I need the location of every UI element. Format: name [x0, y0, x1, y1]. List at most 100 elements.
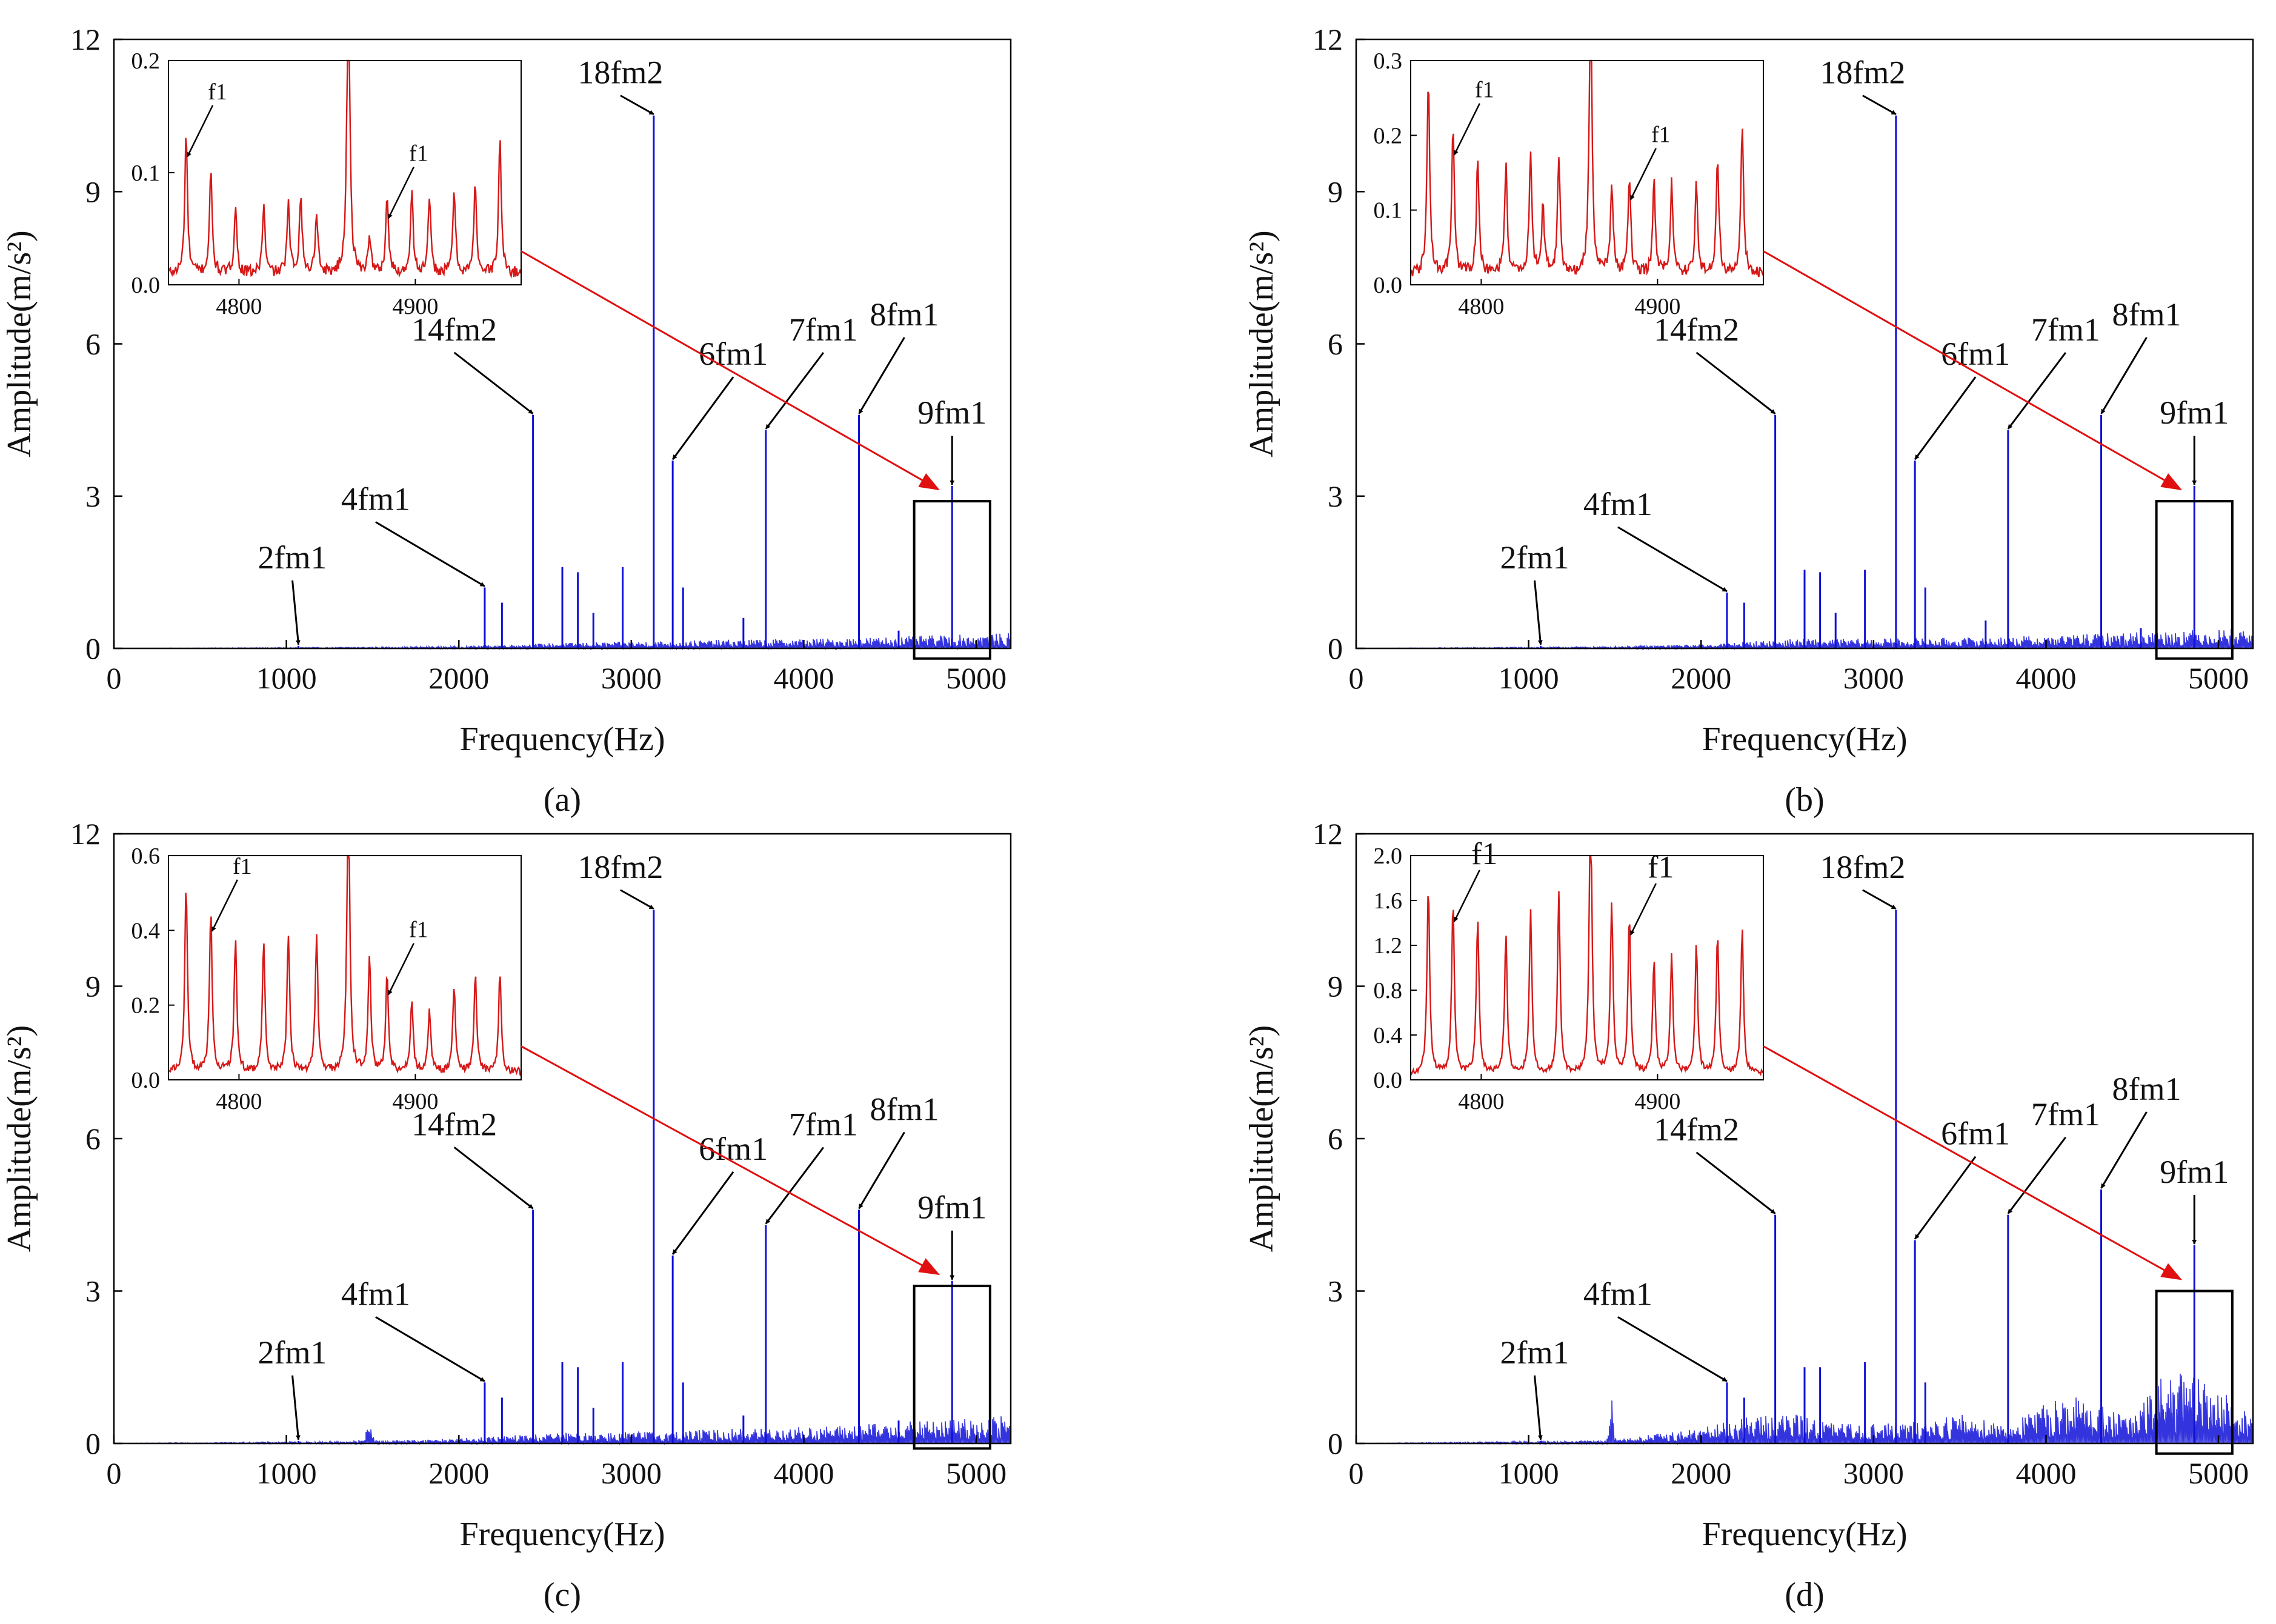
- y-tick-label: 12: [1313, 22, 1343, 56]
- y-tick-label: 0: [1328, 1426, 1343, 1460]
- zoom-box: [2155, 1290, 2234, 1455]
- x-tick-label: 5000: [946, 1456, 1007, 1490]
- x-axis-label: Frequency(Hz): [460, 720, 665, 758]
- y-tick-label: 3: [1328, 1274, 1343, 1308]
- annotation-arrow: [620, 889, 654, 910]
- inset-background: [1411, 61, 1763, 285]
- panel-b: 0 1000 2000 3000 4000 5000 0 3 6 9 12 Frequency(Hz)…: [1243, 22, 2254, 819]
- y-tick-label: 6: [1328, 1122, 1343, 1156]
- zoom-pointer-line: [521, 250, 931, 486]
- inset-x-tick-label: 4800: [1458, 294, 1504, 319]
- inset-y-tick-label: 0.0: [1374, 273, 1403, 298]
- x-tick-label: 3000: [601, 1456, 662, 1490]
- inset-y-tick-label: 2.0: [1374, 844, 1403, 869]
- inset-annotation-arrow: [387, 943, 414, 996]
- inset-x-tick-label: 4900: [392, 1089, 438, 1114]
- inset-plot: 0.0 0.1 0.2 0.3 4800 4900 f1 f1: [1374, 48, 1765, 319]
- y-tick-label: 9: [85, 970, 101, 1003]
- annotation-label-6fm1: 6fm1: [1941, 1116, 2010, 1152]
- y-tick-label: 0: [85, 631, 101, 665]
- x-axis-label: Frequency(Hz): [1702, 1516, 1908, 1553]
- inset-annotation-arrow: [1453, 870, 1480, 922]
- y-tick-label: 3: [85, 1274, 101, 1308]
- y-tick-label: 12: [70, 22, 101, 56]
- inset-frame: [168, 855, 522, 1080]
- inset-y-tick-label: 0.1: [1374, 198, 1403, 224]
- annotation-label-8fm1: 8fm1: [2112, 1071, 2181, 1107]
- inset-y-tick-label: 0.2: [131, 48, 161, 74]
- y-tick-label: 9: [1328, 175, 1343, 208]
- annotation-arrow: [765, 351, 825, 430]
- annotation-label-7fm1: 7fm1: [2031, 1096, 2100, 1133]
- annotation-label-9fm1: 9fm1: [917, 394, 987, 431]
- annotation-label-8fm1: 8fm1: [2112, 296, 2181, 333]
- inset-frame: [1410, 855, 1764, 1080]
- inset-plot: 0.0 0.1 0.2 4800 4900 f1 f1: [131, 48, 522, 319]
- inset-x-tick-label: 4900: [392, 294, 438, 319]
- annotation-arrow: [1534, 580, 1543, 645]
- y-axis-label: Amplitude(m/s²): [1243, 230, 1280, 458]
- y-tick-label: 9: [85, 175, 101, 208]
- x-tick-label: 3000: [1843, 661, 1904, 695]
- annotation-label-14fm2: 14fm2: [411, 311, 497, 348]
- x-axis-label: Frequency(Hz): [1702, 720, 1908, 758]
- zoom-box: [913, 1285, 991, 1450]
- annotation-arrow: [671, 1171, 734, 1255]
- x-tick-label: 0: [107, 661, 122, 695]
- annotation-label-9fm1: 9fm1: [2160, 1154, 2229, 1190]
- x-tick-label: 4000: [773, 661, 834, 695]
- annotation-arrow: [1914, 1156, 1977, 1240]
- annotation-arrow: [1695, 1151, 1776, 1214]
- inset-y-tick-label: 0.4: [1374, 1023, 1403, 1048]
- panel-label: (b): [1785, 781, 1824, 819]
- annotation-arrow: [858, 336, 905, 414]
- annotation-label-18fm2: 18fm2: [1820, 849, 1905, 885]
- inset-annotation-label-f1: f1: [409, 141, 428, 167]
- inset-x-tick-label: 4800: [216, 1089, 262, 1114]
- annotation-arrow: [858, 1131, 905, 1210]
- inset-annotation-label-f1: f1: [409, 917, 428, 943]
- annotation-arrow: [1617, 1316, 1728, 1382]
- spectrum-noise-floor: [1356, 1373, 2254, 1446]
- inset-annotation-arrow: [1629, 148, 1657, 201]
- annotation-label-9fm1: 9fm1: [917, 1190, 987, 1226]
- x-tick-label: 1000: [256, 661, 317, 695]
- inset-x-tick-label: 4900: [1634, 294, 1680, 319]
- panels-root: 0 1000 2000 3000 4000 5000036912Frequency(Hz)…: [1, 22, 2254, 1614]
- inset-background: [168, 61, 521, 285]
- inset-y-tick-label: 1.2: [1374, 933, 1403, 959]
- annotation-label-18fm2: 18fm2: [1820, 55, 1905, 91]
- annotation-arrow: [2007, 1136, 2067, 1214]
- inset-y-tick-label: 0.6: [131, 844, 161, 869]
- x-tick-label: 3000: [601, 661, 662, 695]
- panel-c: 0 1000 2000 3000 4000 5000 0 3 6 9 12 Frequency(Hz)…: [1, 817, 1012, 1614]
- zoom-pointer-line: [1763, 250, 2174, 486]
- x-tick-label: 5000: [2188, 1456, 2249, 1490]
- annotation-label-6fm1: 6fm1: [699, 336, 768, 372]
- y-tick-label: 12: [1313, 817, 1343, 851]
- x-tick-label: 1000: [1499, 1456, 1559, 1490]
- inset-y-tick-label: 0.0: [131, 273, 161, 298]
- annotation-arrow: [291, 1375, 301, 1440]
- annotation-arrow: [453, 1146, 534, 1210]
- inset-annotation-arrow: [1453, 103, 1480, 156]
- x-tick-label: 0: [1349, 661, 1364, 695]
- annotation-label-18fm2: 18fm2: [577, 55, 663, 91]
- inset-annotation-label-f1: f1: [1648, 850, 1674, 885]
- inset-y-tick-label: 0.2: [131, 993, 161, 1019]
- annotation-label-4fm1: 4fm1: [1583, 1276, 1652, 1312]
- inset-y-tick-label: 0.4: [131, 918, 161, 943]
- inset-annotation-label-f1: f1: [1471, 837, 1497, 871]
- inset-background: [1411, 856, 1763, 1080]
- y-axis-label: Amplitude(m/s²): [1, 230, 38, 458]
- inset-annotation-label-f1: f1: [1475, 78, 1494, 103]
- annotation-label-2fm1: 2fm1: [1500, 539, 1569, 576]
- annotation-label-8fm1: 8fm1: [870, 1091, 939, 1127]
- inset-x-tick-label: 4800: [1458, 1089, 1504, 1114]
- y-axis-label: Amplitude(m/s²): [1, 1025, 38, 1253]
- inset-y-tick-label: 0.8: [1374, 978, 1403, 1003]
- annotation-arrow: [375, 521, 485, 587]
- annotation-arrow: [1617, 526, 1728, 593]
- zoom-pointer-line: [1763, 1045, 2174, 1276]
